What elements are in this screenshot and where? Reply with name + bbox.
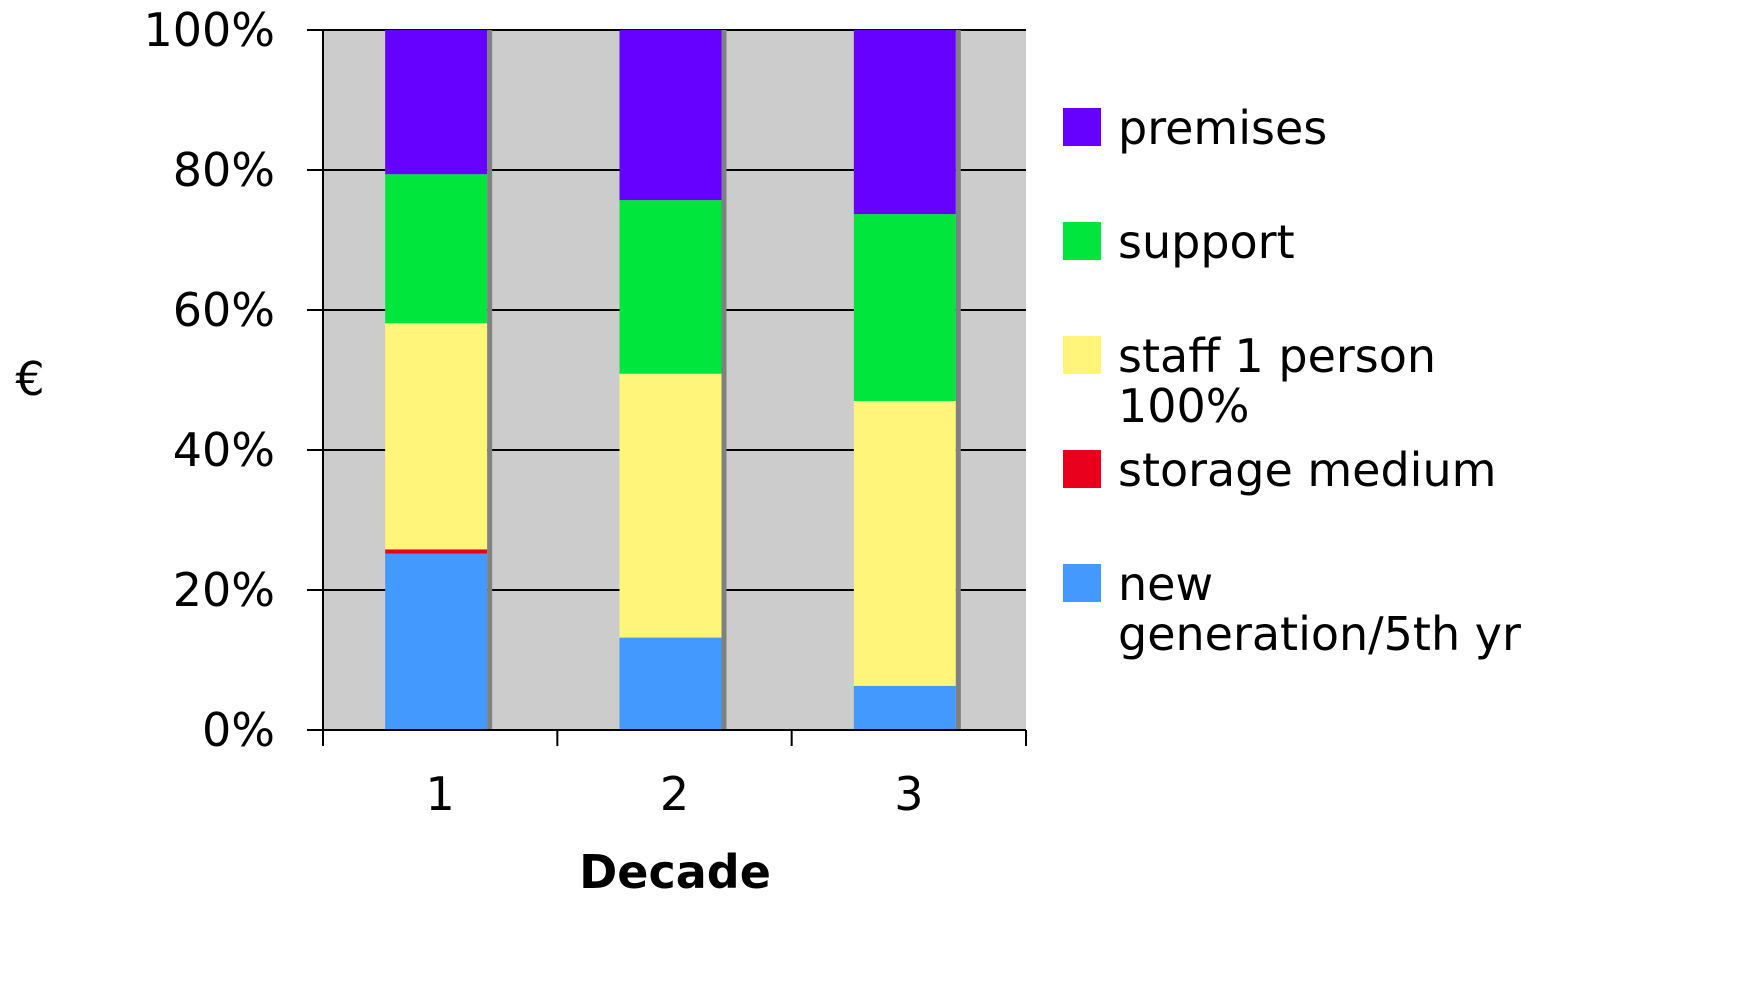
legend-label: 100% xyxy=(1118,379,1250,433)
bar-segment xyxy=(385,174,488,324)
legend-swatch xyxy=(1063,564,1101,602)
y-tick-label: 80% xyxy=(173,143,275,197)
x-tick-label: 1 xyxy=(426,767,455,821)
legend-item: support xyxy=(1063,215,1295,269)
y-tick-label: 40% xyxy=(173,423,275,477)
bar-segment xyxy=(853,214,956,401)
y-tick-label: 0% xyxy=(202,703,275,757)
bar-segment xyxy=(619,637,722,730)
bar-segment xyxy=(619,373,722,638)
y-tick-label: 60% xyxy=(173,283,275,337)
y-axis-title: € xyxy=(15,352,44,406)
bar-segment xyxy=(619,200,722,374)
bar-segment xyxy=(385,549,488,554)
bar-segment xyxy=(853,30,956,215)
x-tick-label: 2 xyxy=(660,767,689,821)
x-tick-labels: 1 2 3 xyxy=(426,767,924,821)
bar-segment xyxy=(853,401,956,686)
x-axis-title: Decade xyxy=(579,845,771,899)
axes xyxy=(307,29,1027,746)
bar-stack-2 xyxy=(619,30,727,730)
bar-stack-3 xyxy=(853,30,961,730)
y-tick-labels: 0% 20% 40% 60% 80% 100% xyxy=(143,3,275,757)
x-tick-label: 3 xyxy=(894,767,923,821)
bars xyxy=(385,30,961,730)
legend-item: storage medium xyxy=(1063,443,1496,497)
legend-swatch xyxy=(1063,108,1101,146)
bar-segment xyxy=(385,323,488,550)
bar-segment xyxy=(385,553,488,730)
legend-swatch xyxy=(1063,450,1101,488)
bar-segment xyxy=(853,685,956,730)
legend-label: new xyxy=(1118,557,1213,611)
legend-swatch xyxy=(1063,336,1101,374)
legend-label: support xyxy=(1118,215,1295,269)
legend-label: generation/5th yr xyxy=(1118,607,1521,661)
bar-shadow xyxy=(721,30,727,730)
legend-label: staff 1 person xyxy=(1118,329,1436,383)
bar-shadow xyxy=(487,30,493,730)
bar-segment xyxy=(619,30,722,201)
legend-label: premises xyxy=(1118,101,1327,155)
legend-swatch xyxy=(1063,222,1101,260)
bar-stack-1 xyxy=(385,30,493,730)
bar-segment xyxy=(385,30,488,175)
y-tick-label: 100% xyxy=(143,3,275,57)
y-tick-label: 20% xyxy=(173,563,275,617)
legend-item: premises xyxy=(1063,101,1327,155)
bar-shadow xyxy=(955,30,961,730)
legend-label: storage medium xyxy=(1118,443,1496,497)
